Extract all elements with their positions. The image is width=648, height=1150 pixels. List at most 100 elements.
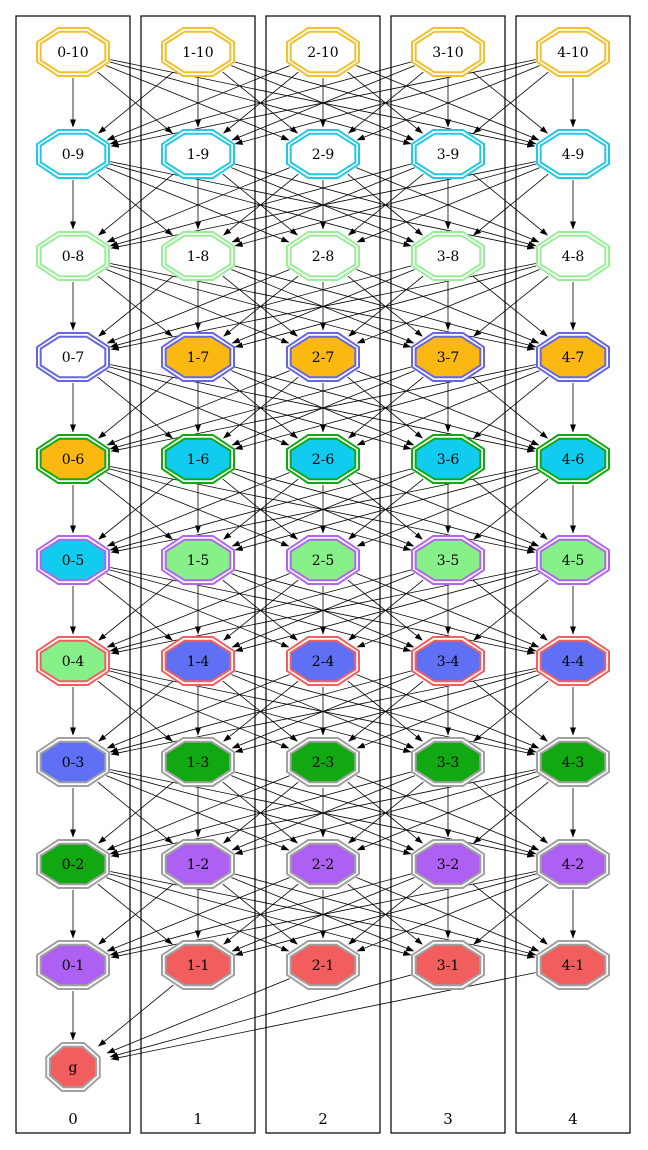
node-3-4[interactable]: 3-4	[411, 636, 485, 686]
node-0-4[interactable]: 0-4	[36, 636, 110, 686]
node-4-6[interactable]: 4-6	[536, 434, 610, 484]
node-4-10-label: 4-10	[557, 45, 588, 61]
node-3-2[interactable]: 3-2	[411, 839, 485, 889]
edge-0-8-to-1-7	[97, 275, 173, 337]
node-1-3[interactable]: 1-3	[161, 737, 235, 787]
edge-1-2-to-0-1	[98, 883, 174, 945]
node-1-6[interactable]: 1-6	[161, 434, 235, 484]
cluster-label-4: 4	[568, 1110, 578, 1128]
node-4-8[interactable]: 4-8	[536, 231, 610, 281]
node-4-4-label: 4-4	[562, 654, 585, 670]
node-3-3-label: 3-3	[437, 755, 460, 771]
node-1-8[interactable]: 1-8	[161, 231, 235, 281]
node-2-10-label: 2-10	[307, 45, 338, 61]
node-4-4[interactable]: 4-4	[536, 636, 610, 686]
node-3-4-label: 3-4	[437, 654, 460, 670]
node-3-3[interactable]: 3-3	[411, 737, 485, 787]
edge-1-3-to-0-2	[98, 781, 174, 844]
edge-4-8-to-2-7	[356, 269, 540, 344]
edge-2-8-to-0-7	[106, 269, 290, 344]
node-0-1[interactable]: 0-1	[36, 940, 110, 990]
edge-2-6-to-0-5	[106, 472, 290, 547]
edge-4-4-to-2-3	[356, 674, 540, 749]
node-4-3[interactable]: 4-3	[536, 737, 610, 787]
edge-3-8-to-0-7	[109, 265, 412, 348]
edge-4-2-to-1-1	[234, 873, 537, 956]
node-3-10[interactable]: 3-10	[411, 27, 485, 77]
node-3-6[interactable]: 3-6	[411, 434, 485, 484]
node-2-4-label: 2-4	[312, 654, 335, 670]
node-0-8[interactable]: 0-8	[36, 231, 110, 281]
node-0-10[interactable]: 0-10	[36, 27, 110, 77]
node-1-2[interactable]: 1-2	[161, 839, 235, 889]
edge-3-7-to-4-6	[472, 376, 548, 439]
node-0-1-label: 0-1	[62, 958, 85, 974]
edge-0-4-to-1-3	[97, 680, 173, 742]
node-2-4[interactable]: 2-4	[286, 636, 360, 686]
edge-1-10-to-0-9	[98, 71, 174, 134]
node-0-5[interactable]: 0-5	[36, 535, 110, 585]
edge-3-8-to-4-7	[472, 275, 548, 337]
node-2-5-label: 2-5	[312, 553, 335, 569]
node-layer: 0-10 0-9 0-8 0-7 0-6 0-5 0-4 0-3 0-2 0-1 1-10 1-9 1-…	[36, 27, 610, 1092]
node-4-5-label: 4-5	[562, 553, 585, 569]
edge-4-8-to-1-7	[234, 265, 537, 348]
node-2-2[interactable]: 2-2	[286, 839, 360, 889]
node-1-9-label: 1-9	[187, 147, 210, 163]
edge-1-6-to-0-5	[98, 478, 174, 540]
edge-3-5-to-0-4	[109, 569, 412, 652]
edge-3-10-to-0-9	[109, 61, 413, 145]
node-3-8[interactable]: 3-8	[411, 231, 485, 281]
node-0-7-label: 0-7	[62, 350, 85, 366]
node-4-9[interactable]: 4-9	[536, 129, 610, 179]
node-1-10[interactable]: 1-10	[161, 27, 235, 77]
node-2-7[interactable]: 2-7	[286, 332, 360, 382]
node-0-2[interactable]: 0-2	[36, 839, 110, 889]
edge-2-1-to-g	[106, 978, 290, 1054]
node-1-5-label: 1-5	[187, 553, 210, 569]
node-2-9[interactable]: 2-9	[286, 129, 360, 179]
node-3-1-label: 3-1	[437, 958, 460, 974]
node-goal[interactable]: g	[45, 1042, 101, 1092]
node-2-5[interactable]: 2-5	[286, 535, 360, 585]
node-0-9[interactable]: 0-9	[36, 129, 110, 179]
edge-4-2-to-3-1	[473, 883, 549, 945]
node-2-1[interactable]: 2-1	[286, 940, 360, 990]
edge-2-4-to-0-3	[106, 674, 290, 749]
edge-2-10-to-0-9	[106, 65, 290, 141]
node-0-6[interactable]: 0-6	[36, 434, 110, 484]
node-2-9-label: 2-9	[312, 147, 335, 163]
node-0-3[interactable]: 0-3	[36, 737, 110, 787]
node-0-7[interactable]: 0-7	[36, 332, 110, 382]
node-1-5[interactable]: 1-5	[161, 535, 235, 585]
node-2-8[interactable]: 2-8	[286, 231, 360, 281]
node-1-1[interactable]: 1-1	[161, 940, 235, 990]
edge-3-4-to-0-3	[109, 670, 412, 753]
node-3-7[interactable]: 3-7	[411, 332, 485, 382]
node-1-4[interactable]: 1-4	[161, 636, 235, 686]
node-0-10-label: 0-10	[57, 45, 88, 61]
node-3-1[interactable]: 3-1	[411, 940, 485, 990]
node-2-3[interactable]: 2-3	[286, 737, 360, 787]
cluster-box-0	[15, 15, 131, 1134]
node-3-9[interactable]: 3-9	[411, 129, 485, 179]
node-1-3-label: 1-3	[187, 755, 210, 771]
node-3-6-label: 3-6	[437, 452, 460, 468]
node-4-2[interactable]: 4-2	[536, 839, 610, 889]
edge-3-2-to-4-1	[472, 883, 548, 945]
node-1-9[interactable]: 1-9	[161, 129, 235, 179]
node-2-10[interactable]: 2-10	[286, 27, 360, 77]
node-4-10[interactable]: 4-10	[536, 27, 610, 77]
edge-2-7-to-0-6	[106, 370, 290, 446]
node-3-5[interactable]: 3-5	[411, 535, 485, 585]
node-1-2-label: 1-2	[187, 857, 210, 873]
node-4-5[interactable]: 4-5	[536, 535, 610, 585]
node-4-1[interactable]: 4-1	[536, 940, 610, 990]
node-4-7[interactable]: 4-7	[536, 332, 610, 382]
node-1-7[interactable]: 1-7	[161, 332, 235, 382]
node-4-9-label: 4-9	[562, 147, 585, 163]
node-2-6[interactable]: 2-6	[286, 434, 360, 484]
edge-4-8-to-3-7	[473, 275, 549, 337]
node-4-3-label: 4-3	[562, 755, 585, 771]
